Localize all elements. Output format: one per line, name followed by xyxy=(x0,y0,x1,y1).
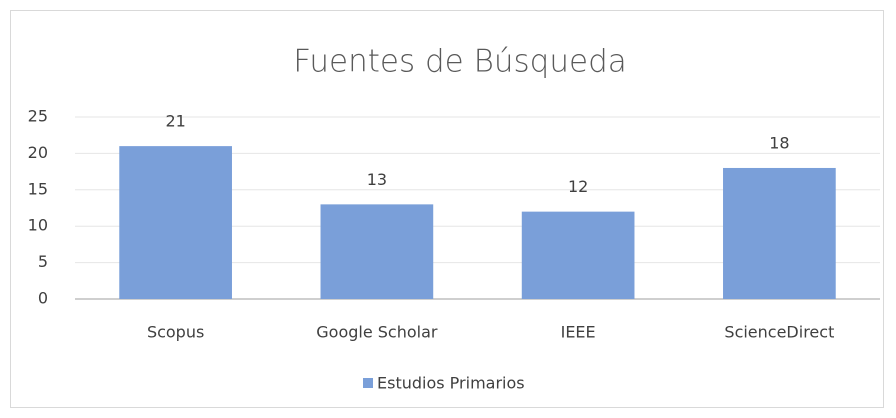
chart-title: Fuentes de Búsqueda xyxy=(293,44,627,80)
legend-swatch xyxy=(363,378,373,388)
data-label: 12 xyxy=(568,177,588,196)
x-tick-label: Google Scholar xyxy=(316,323,438,342)
y-tick-label: 20 xyxy=(28,143,48,162)
data-label: 21 xyxy=(165,112,185,131)
bar xyxy=(320,204,434,299)
bar xyxy=(723,167,836,299)
y-tick-label: 0 xyxy=(38,289,48,308)
x-tick-label: IEEE xyxy=(561,323,596,342)
y-tick-label: 5 xyxy=(38,252,48,271)
data-label: 13 xyxy=(367,170,387,189)
y-tick-label: 25 xyxy=(28,107,48,126)
x-tick-label: ScienceDirect xyxy=(724,323,834,342)
x-tick-label: Scopus xyxy=(147,323,204,342)
data-label: 18 xyxy=(769,133,789,152)
y-tick-label: 15 xyxy=(28,179,48,198)
y-tick-label: 10 xyxy=(28,216,48,235)
bar xyxy=(521,211,635,299)
legend-label: Estudios Primarios xyxy=(377,374,525,393)
bar xyxy=(119,146,232,299)
